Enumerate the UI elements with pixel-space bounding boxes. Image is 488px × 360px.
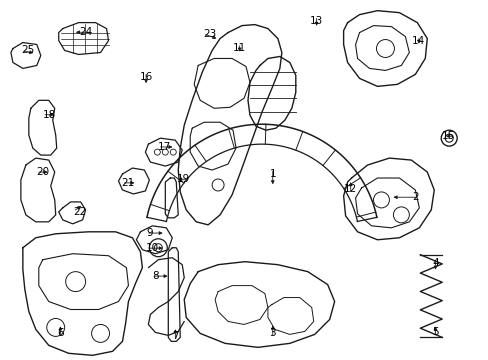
Text: 11: 11 bbox=[232, 43, 246, 53]
Text: 6: 6 bbox=[57, 328, 63, 338]
Text: 9: 9 bbox=[146, 228, 152, 238]
Text: 23: 23 bbox=[203, 29, 216, 39]
Text: 4: 4 bbox=[431, 258, 438, 268]
Text: 21: 21 bbox=[122, 178, 135, 188]
Text: 1: 1 bbox=[269, 168, 276, 179]
Text: 2: 2 bbox=[411, 192, 418, 202]
Text: 17: 17 bbox=[158, 142, 171, 152]
Text: 18: 18 bbox=[42, 110, 56, 120]
Text: 10: 10 bbox=[146, 243, 159, 253]
Text: 12: 12 bbox=[344, 184, 357, 194]
Text: 25: 25 bbox=[21, 45, 35, 55]
Text: 3: 3 bbox=[269, 328, 276, 338]
Text: 20: 20 bbox=[36, 167, 49, 177]
Text: 5: 5 bbox=[431, 327, 438, 337]
Text: 22: 22 bbox=[73, 207, 86, 217]
Text: 15: 15 bbox=[441, 131, 454, 141]
Text: 24: 24 bbox=[79, 27, 92, 37]
Text: 13: 13 bbox=[309, 16, 323, 26]
Text: 7: 7 bbox=[172, 330, 178, 341]
Text: 14: 14 bbox=[411, 36, 425, 46]
Text: 16: 16 bbox=[139, 72, 152, 82]
Text: 8: 8 bbox=[152, 271, 158, 281]
Text: 19: 19 bbox=[176, 174, 189, 184]
